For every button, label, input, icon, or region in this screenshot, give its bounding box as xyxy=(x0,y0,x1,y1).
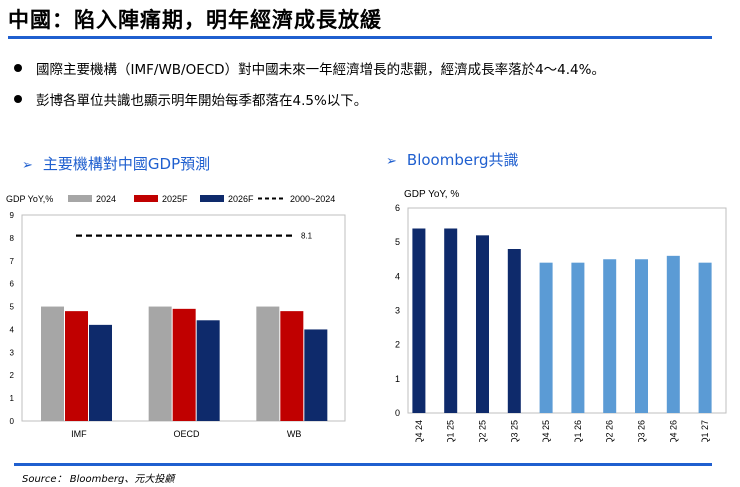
bar-2024 xyxy=(148,306,172,421)
footer-divider xyxy=(14,463,712,466)
bar-2026f xyxy=(196,320,220,421)
x-tick-label: IMF xyxy=(71,429,87,439)
y-tick-label: 7 xyxy=(10,257,15,266)
y-tick-label: 2 xyxy=(10,371,15,380)
bar-quarter xyxy=(635,259,648,413)
bar-quarter xyxy=(603,259,617,413)
y-tick-label: 5 xyxy=(395,237,400,247)
x-tick-label: Q1 26 xyxy=(573,420,583,442)
x-tick-label: Q3 25 xyxy=(509,420,519,442)
x-tick-label: Q4 24 xyxy=(414,420,424,442)
y-tick-label: 0 xyxy=(395,408,400,418)
x-tick-label: Q2 26 xyxy=(605,420,615,442)
bloomberg-consensus-chart: GDP YoY, % 0 1 2 3 4 5 6 Q4 24 Q1 25 Q2 25 Q3 25 Q4 … xyxy=(395,189,727,442)
legend-label: 2025F xyxy=(162,194,188,204)
reference-value-label: 8.1 xyxy=(301,232,313,241)
title-divider xyxy=(8,36,712,39)
bar-2024 xyxy=(41,306,64,421)
y-tick-label: 6 xyxy=(395,203,400,213)
bullet-text: 彭博各單位共識也顯示明年開始每季都落在4.5%以下。 xyxy=(36,93,368,109)
page-title: 中國：陷入陣痛期，明年經濟成長放緩 xyxy=(8,8,382,32)
y-axis-label: GDP YoY, % xyxy=(404,189,459,200)
institution-forecast-chart: GDP YoY,% 0 1 2 3 4 5 6 7 8 9 2024 2025F 2026F 2000~20… xyxy=(6,194,346,439)
y-tick-label: 4 xyxy=(10,325,15,334)
legend-swatch xyxy=(134,195,158,202)
bar-quarter xyxy=(507,249,521,413)
x-tick-label: OECD xyxy=(173,429,200,439)
x-tick-label: Q2 25 xyxy=(478,420,488,442)
arrow-icon: ➢ xyxy=(22,158,33,173)
y-tick-label: 8 xyxy=(10,234,15,243)
bar-quarter xyxy=(444,228,458,413)
y-tick-label: 9 xyxy=(10,211,15,220)
bar-quarter xyxy=(412,228,426,413)
bar-2025f xyxy=(65,311,88,421)
arrow-icon: ➢ xyxy=(386,154,397,169)
bar-quarter xyxy=(476,235,489,413)
x-tick-label: Q1 25 xyxy=(446,420,456,442)
bar-2026f xyxy=(304,329,328,421)
x-tick-label: Q3 26 xyxy=(637,420,647,442)
y-tick-label: 4 xyxy=(395,271,400,281)
legend-label: 2026F xyxy=(228,194,254,204)
right-section-heading: ➢ Bloomberg共識 xyxy=(386,149,519,170)
bullet-item: 國際主要機構（IMF/WB/OECD）對中國未來一年經濟增長的悲觀，經濟成長率落… xyxy=(14,58,605,78)
left-section-heading: ➢ 主要機構對中國GDP預測 xyxy=(22,153,210,174)
y-tick-label: 6 xyxy=(10,280,15,289)
y-tick-label: 1 xyxy=(10,394,15,403)
y-tick-label: 1 xyxy=(395,374,400,384)
legend-label: 2000~2024 xyxy=(290,194,335,204)
bullet-dot-icon xyxy=(14,64,22,72)
right-section-title: Bloomberg共識 xyxy=(406,151,519,169)
x-tick-label: Q1 27 xyxy=(700,420,710,442)
x-tick-label: Q4 25 xyxy=(541,420,551,442)
x-tick-label: WB xyxy=(287,429,302,439)
bullet-text: 國際主要機構（IMF/WB/OECD）對中國未來一年經濟增長的悲觀，經濟成長率落… xyxy=(36,62,605,78)
legend-swatch xyxy=(68,195,92,202)
bullet-dot-icon xyxy=(14,95,22,103)
bar-2025f xyxy=(280,311,304,421)
y-axis-label: GDP YoY,% xyxy=(6,194,53,204)
bar-quarter xyxy=(698,262,712,413)
left-section-title: 主要機構對中國GDP預測 xyxy=(42,155,211,173)
bar-2025f xyxy=(172,308,196,421)
y-tick-label: 5 xyxy=(10,303,15,312)
source-note: Source： Bloomberg、元大投顧 xyxy=(22,474,175,485)
bar-2024 xyxy=(256,306,280,421)
x-tick-label: Q4 26 xyxy=(668,420,678,442)
y-tick-label: 3 xyxy=(10,348,15,357)
legend-label: 2024 xyxy=(96,194,116,204)
plot-frame xyxy=(407,207,727,414)
y-tick-label: 0 xyxy=(10,417,15,426)
y-tick-label: 2 xyxy=(395,340,400,350)
bar-2026f xyxy=(89,324,112,421)
bar-quarter xyxy=(539,262,553,413)
y-tick-label: 3 xyxy=(395,306,400,316)
bar-quarter xyxy=(666,255,680,413)
legend-swatch xyxy=(200,195,224,202)
bar-quarter xyxy=(571,262,585,413)
bullet-item: 彭博各單位共識也顯示明年開始每季都落在4.5%以下。 xyxy=(14,89,367,109)
